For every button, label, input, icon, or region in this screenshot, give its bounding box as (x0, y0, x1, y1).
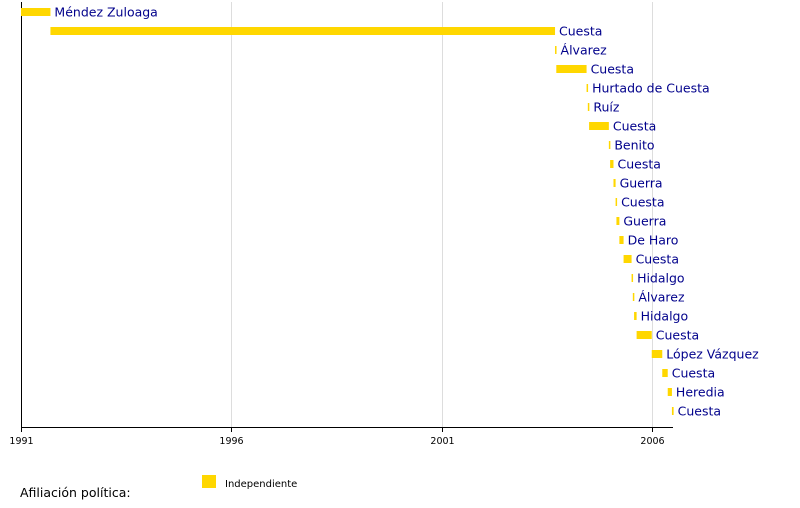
bar-9 (610, 160, 614, 168)
bar-label-4: Cuesta (591, 62, 634, 77)
bar-label-12: Guerra (623, 214, 666, 229)
bar-label-6: Ruíz (593, 100, 620, 115)
bar-16 (632, 293, 635, 301)
bar-18 (636, 331, 652, 339)
bar-label-17: Hidalgo (641, 309, 689, 324)
bar-label-14: Cuesta (636, 252, 679, 267)
bar-7 (589, 122, 609, 130)
x-ticks: 1991 1996 2001 2006 (9, 427, 665, 447)
bar-label-2: Cuesta (559, 24, 602, 39)
bar-label-18: Cuesta (656, 328, 699, 343)
bar-label-10: Guerra (620, 176, 663, 191)
legend: Afiliación política: Independiente (20, 475, 297, 500)
bar-2 (50, 27, 556, 35)
bar-15 (631, 274, 634, 282)
x-tick-label-2006: 2006 (640, 436, 664, 447)
bar-label-5: Hurtado de Cuesta (592, 81, 710, 96)
bar-21 (667, 388, 672, 396)
bar-label-16: Álvarez (638, 290, 685, 305)
bar-22 (671, 407, 674, 415)
bar-label-15: Hidalgo (637, 271, 685, 286)
bar-4 (556, 65, 587, 73)
bar-14 (623, 255, 632, 263)
bar-1 (21, 8, 51, 16)
bar-label-3: Álvarez (561, 43, 608, 58)
bar-12 (616, 217, 620, 225)
bar-11 (615, 198, 618, 206)
bar-3 (555, 46, 557, 54)
legend-label-independiente: Independiente (225, 479, 297, 490)
bar-label-19: López Vázquez (666, 347, 759, 362)
bar-6 (587, 103, 590, 111)
bar-label-22: Cuesta (678, 404, 721, 419)
bar-labels: Méndez Zuloaga Cuesta Álvarez Cuesta Hurtado… (54, 5, 759, 419)
bar-10 (613, 179, 616, 187)
bar-19 (651, 350, 663, 358)
bar-13 (619, 236, 624, 244)
bar-label-21: Heredia (676, 385, 725, 400)
bars (21, 8, 674, 415)
bar-5 (586, 84, 589, 92)
bar-label-13: De Haro (628, 233, 679, 248)
legend-title: Afiliación política: (20, 485, 131, 500)
x-tick-label-1996: 1996 (219, 436, 243, 447)
bar-label-7: Cuesta (613, 119, 656, 134)
bar-17 (634, 312, 637, 320)
bar-label-8: Benito (614, 138, 654, 153)
grid-lines (231, 2, 653, 427)
legend-swatch-independiente (202, 475, 216, 488)
bar-8 (608, 141, 611, 149)
bar-label-20: Cuesta (672, 366, 715, 381)
x-tick-label-1991: 1991 (9, 436, 33, 447)
x-tick-label-2001: 2001 (430, 436, 454, 447)
bar-label-11: Cuesta (621, 195, 664, 210)
bar-label-9: Cuesta (617, 157, 660, 172)
bar-20 (662, 369, 668, 377)
bar-label-1: Méndez Zuloaga (54, 5, 157, 20)
